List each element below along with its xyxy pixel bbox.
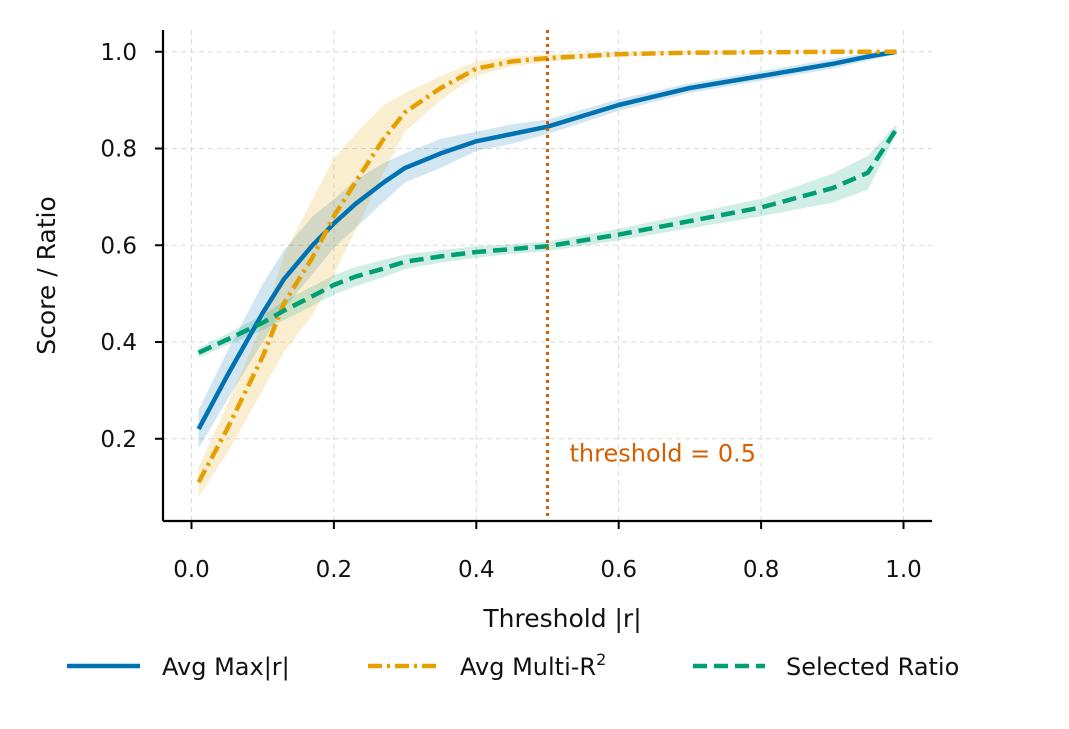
x-tick-label-0: 0.0: [173, 557, 210, 583]
x-axis-label: Threshold |r|: [482, 604, 641, 633]
legend-label-avg-multi-r2: Avg Multi-R2: [460, 650, 606, 681]
y-tick-label-2: 0.6: [100, 233, 137, 259]
legend-label-avg-multi-r2-sup: 2: [596, 650, 606, 669]
legend-label-selected-ratio: Selected Ratio: [786, 653, 959, 681]
series-line-0: [196, 49, 897, 431]
grid: [163, 30, 932, 521]
legend-label-avg-multi-r2-main: Avg Multi-R: [460, 653, 596, 681]
x-tick-label-1: 0.2: [316, 557, 353, 583]
x-tick-label-4: 0.8: [743, 557, 780, 583]
x-tick-label-2: 0.4: [458, 557, 495, 583]
band-series-1: [198, 51, 897, 497]
threshold-annotation: threshold = 0.5: [570, 439, 757, 467]
series-lines: [196, 49, 899, 484]
y-tick-label-0: 0.2: [100, 427, 137, 453]
x-tick-label-5: 1.0: [885, 557, 922, 583]
tick-labels: 0.0 0.2 0.4 0.6 0.8 1.0 0.2 0.4 0.6 0.8 1.0: [100, 40, 921, 583]
y-tick-label-1: 0.4: [100, 330, 137, 356]
y-axis-label: Score / Ratio: [32, 196, 61, 355]
x-tick-label-3: 0.6: [600, 557, 637, 583]
legend: Avg Max|r| Avg Multi-R2 Selected Ratio: [67, 650, 959, 681]
y-tick-label-3: 0.8: [100, 137, 137, 163]
legend-label-avg-max-r: Avg Max|r|: [162, 653, 290, 681]
series-line-1: [196, 49, 897, 484]
y-tick-label-4: 1.0: [100, 40, 137, 66]
